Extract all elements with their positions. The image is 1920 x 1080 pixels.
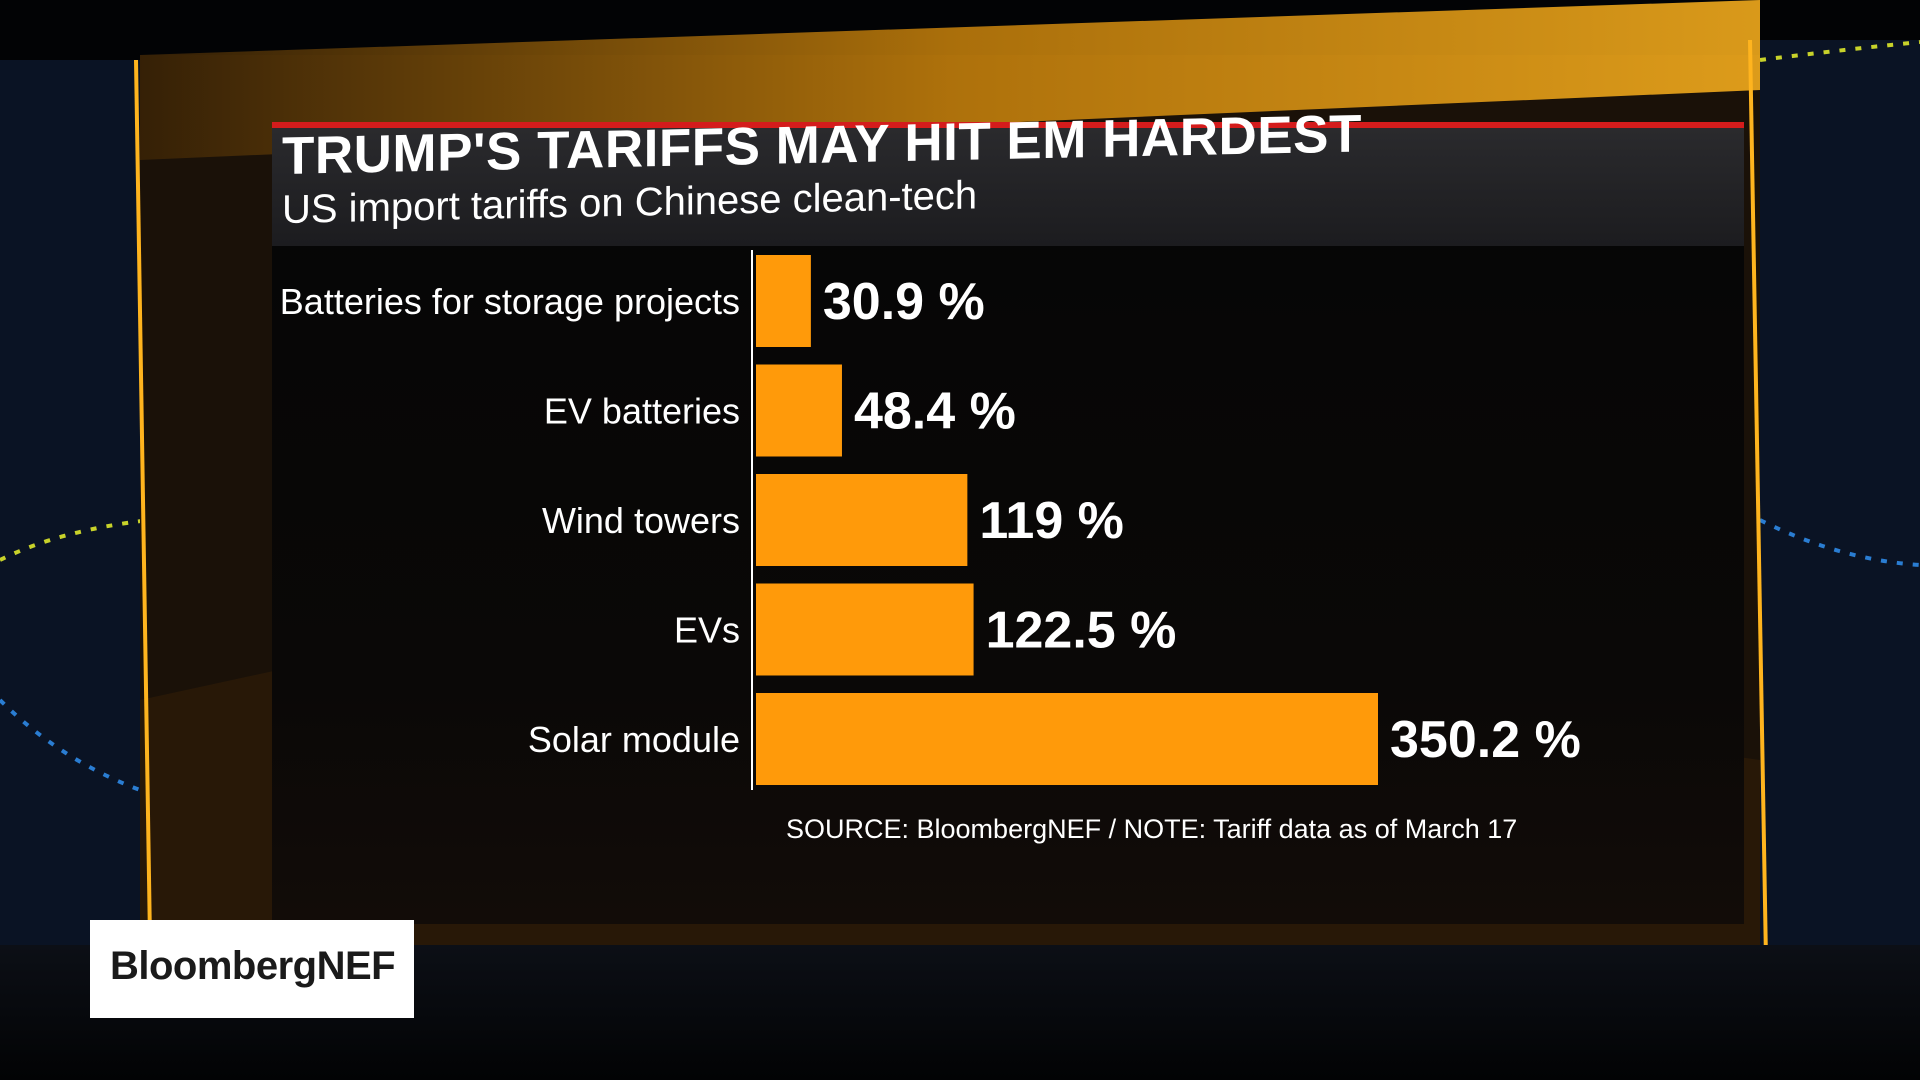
logo-text: BloombergNEF bbox=[110, 944, 396, 988]
category-label-0: Batteries for storage projects bbox=[280, 281, 740, 322]
value-label-0: 30.9 % bbox=[823, 273, 985, 331]
category-label-3: EVs bbox=[674, 610, 740, 651]
value-label-4: 350.2 % bbox=[1390, 711, 1581, 769]
bar-2 bbox=[756, 474, 968, 566]
bar-4 bbox=[756, 693, 1378, 785]
category-label-1: EV batteries bbox=[544, 391, 740, 432]
bloombergnef-logo: BloombergNEF bbox=[90, 920, 414, 1018]
category-label-4: Solar module bbox=[528, 719, 740, 760]
bar-1 bbox=[756, 364, 842, 457]
title-bar bbox=[272, 122, 1744, 246]
chart-panel bbox=[272, 122, 1744, 924]
bar-3 bbox=[756, 583, 974, 676]
bar-0 bbox=[756, 255, 811, 347]
source-note: SOURCE: BloombergNEF / NOTE: Tariff data… bbox=[786, 814, 1518, 844]
value-label-3: 122.5 % bbox=[986, 602, 1177, 660]
category-label-2: Wind towers bbox=[542, 500, 740, 541]
value-label-1: 48.4 % bbox=[854, 383, 1016, 441]
value-label-2: 119 % bbox=[979, 492, 1124, 550]
